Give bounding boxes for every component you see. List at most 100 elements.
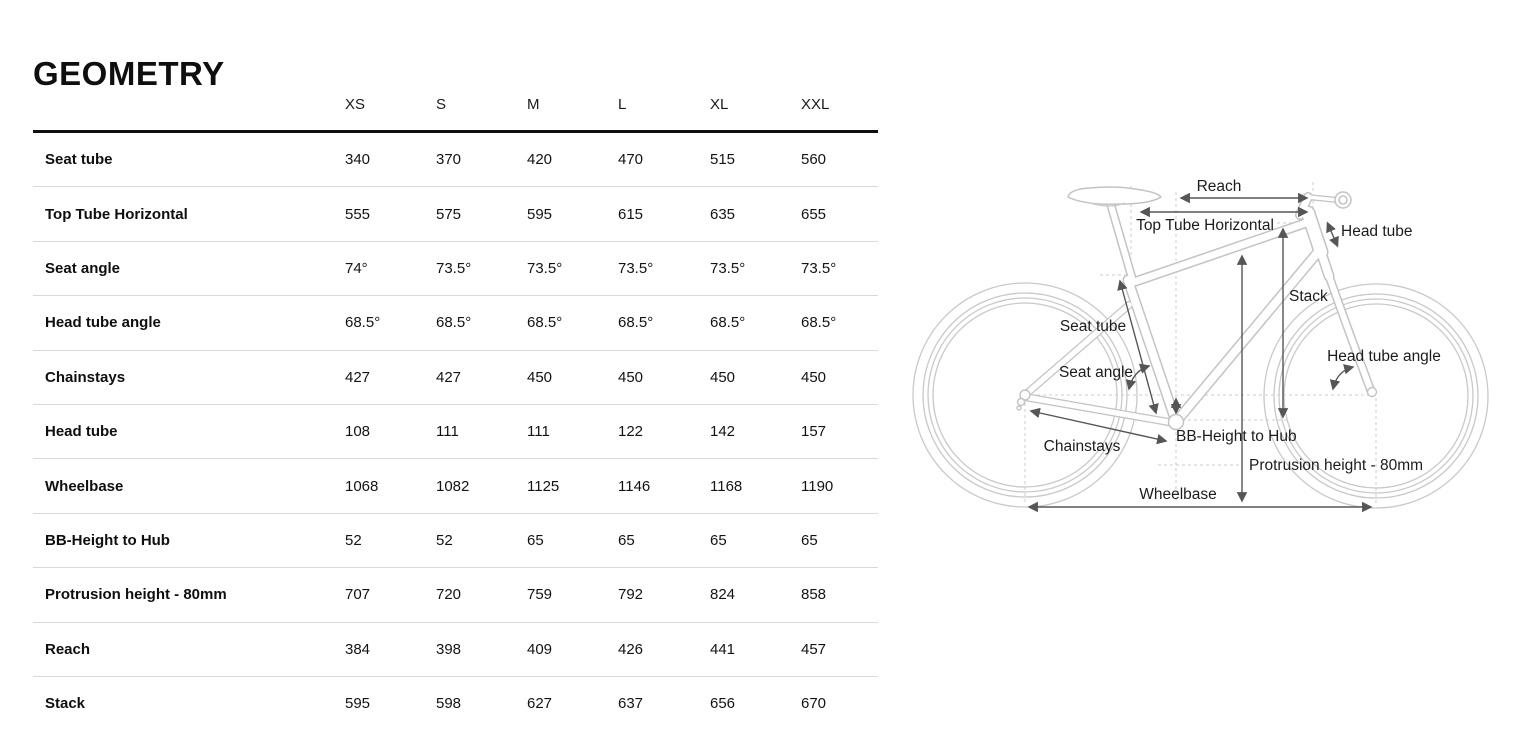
saddle-rails (1089, 202, 1126, 207)
row-value: 122 (618, 423, 644, 441)
geometry-table: XS S M L XL XXL Seat tube 340 370 420 470 515 560 To… (33, 85, 878, 730)
row-value: 68.5° (436, 314, 472, 332)
row-value: 792 (618, 586, 644, 604)
row-value: 409 (527, 640, 553, 658)
diagram-label-reach: Reach (1197, 178, 1242, 195)
row-value: 858 (801, 586, 827, 604)
row-value: 65 (527, 531, 544, 549)
row-value: 627 (527, 695, 553, 713)
row-label: Protrusion height - 80mm (45, 586, 227, 604)
row-value: 656 (710, 695, 736, 713)
row-value: 595 (345, 695, 371, 713)
page-title: GEOMETRY (33, 55, 225, 93)
row-value: 615 (618, 205, 644, 223)
row-value: 384 (345, 640, 371, 658)
diagram-label-seat-angle: Seat angle (1059, 364, 1133, 381)
diagram-label-head-tube: Head tube (1341, 223, 1413, 240)
row-value: 65 (618, 531, 635, 549)
handlebar-grip (1334, 191, 1352, 209)
row-value: 824 (710, 586, 736, 604)
row-value: 555 (345, 205, 371, 223)
table-row: Chainstays 427 427 450 450 450 450 (33, 351, 878, 405)
row-value: 65 (801, 531, 818, 549)
row-value: 575 (436, 205, 462, 223)
table-row: Head tube 108 111 111 122 142 157 (33, 405, 878, 460)
seat-angle-arc (1125, 363, 1151, 391)
row-value: 635 (710, 205, 736, 223)
row-value: 157 (801, 423, 827, 441)
row-value: 441 (710, 640, 736, 658)
row-value: 111 (436, 423, 459, 441)
row-value: 73.5° (618, 259, 654, 277)
front-dropout (1366, 386, 1378, 398)
table-row: Stack 595 598 627 637 656 670 (33, 677, 878, 730)
row-value: 450 (710, 368, 736, 386)
row-value: 759 (527, 586, 553, 604)
row-value: 427 (436, 368, 462, 386)
row-label: Reach (45, 640, 91, 658)
row-value: 670 (801, 695, 827, 713)
row-value: 470 (618, 151, 644, 169)
row-value: 68.5° (710, 314, 746, 332)
row-value: 595 (527, 205, 553, 223)
rear-hub (1016, 389, 1031, 411)
row-value: 1082 (436, 477, 470, 495)
dimension-arrows (1027, 192, 1373, 513)
row-value: 108 (345, 423, 371, 441)
size-column-header: L (618, 95, 627, 113)
row-label: Head tube angle (45, 314, 161, 332)
row-value: 52 (436, 531, 453, 549)
row-label: Chainstays (45, 368, 126, 386)
table-row: Reach 384 398 409 426 441 457 (33, 623, 878, 677)
row-value: 560 (801, 151, 827, 169)
row-value: 515 (710, 151, 736, 169)
row-value: 420 (527, 151, 553, 169)
row-value: 73.5° (527, 259, 563, 277)
row-value: 52 (345, 531, 362, 549)
row-value: 1190 (801, 477, 834, 495)
size-column-header: XXL (801, 95, 830, 113)
table-row: Top Tube Horizontal 555 575 595 615 635 655 (33, 187, 878, 242)
diagram-label-bb-height: BB-Height to Hub (1176, 428, 1297, 445)
table-row: Head tube angle 68.5° 68.5° 68.5° 68.5° 68.5°… (33, 296, 878, 351)
row-label: Seat angle (45, 259, 121, 277)
size-column-header: XS (345, 95, 366, 113)
row-value: 398 (436, 640, 462, 658)
row-value: 73.5° (436, 259, 472, 277)
row-value: 450 (527, 368, 553, 386)
table-row: Wheelbase 1068 1082 1125 1146 1168 1190 (33, 459, 878, 514)
row-value: 457 (801, 640, 827, 658)
row-value: 707 (345, 586, 371, 604)
head-tube-arrow (1326, 221, 1339, 248)
chainstays-arrow (1029, 407, 1168, 445)
row-value: 111 (527, 423, 550, 441)
row-value: 1125 (527, 477, 560, 495)
diagram-label-chainstays: Chainstays (1044, 438, 1121, 455)
row-value: 68.5° (527, 314, 563, 332)
size-column-header: XL (710, 95, 729, 113)
row-value: 340 (345, 151, 371, 169)
row-value: 1146 (618, 477, 651, 495)
row-value: 370 (436, 151, 462, 169)
row-label: Seat tube (45, 151, 113, 169)
saddle (1067, 186, 1163, 205)
row-value: 450 (618, 368, 644, 386)
table-row: Protrusion height - 80mm 707 720 759 792 824 8… (33, 568, 878, 623)
diagram-label-protrusion: Protrusion height - 80mm (1249, 457, 1423, 474)
head-tube-angle-arc (1329, 364, 1355, 391)
row-label: Top Tube Horizontal (45, 205, 188, 223)
row-label: Head tube (45, 423, 118, 441)
row-label: Wheelbase (45, 477, 124, 495)
table-header-row: XS S M L XL XXL (33, 85, 878, 133)
size-column-header: M (527, 95, 540, 113)
table-body: Seat tube 340 370 420 470 515 560 Top Tube Hori… (33, 133, 878, 730)
row-value: 637 (618, 695, 644, 713)
row-value: 655 (801, 205, 827, 223)
table-row: Seat tube 340 370 420 470 515 560 (33, 133, 878, 188)
size-column-header: S (436, 95, 447, 113)
diagram-label-seat-tube: Seat tube (1060, 318, 1126, 335)
row-value: 450 (801, 368, 827, 386)
row-value: 73.5° (710, 259, 746, 277)
row-value: 74° (345, 259, 368, 277)
seat-tube-arrow (1117, 279, 1159, 415)
